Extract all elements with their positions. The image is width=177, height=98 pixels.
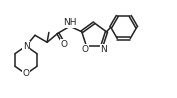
Text: O: O [22,69,30,78]
Text: NH: NH [63,18,77,27]
Text: O: O [82,45,89,54]
Text: N: N [23,41,29,50]
Text: N: N [100,45,107,54]
Text: O: O [60,40,67,49]
